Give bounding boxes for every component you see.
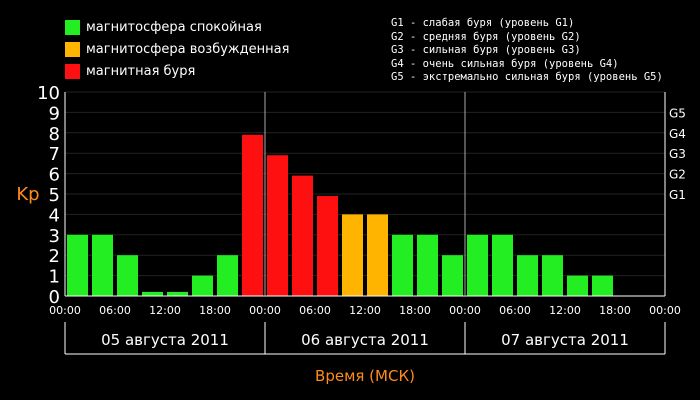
kp-bar: [417, 234, 438, 296]
storm-level-tick: G2: [669, 168, 686, 182]
storm-level-tick: G4: [669, 127, 686, 141]
day-label: 05 августа 2011: [101, 331, 229, 349]
kp-bar: [342, 214, 363, 296]
x-tick-label: 00:00: [649, 304, 681, 317]
y-tick-label: 10: [37, 83, 60, 104]
kp-bar: [192, 275, 213, 296]
legend-swatch-storm: [65, 63, 80, 79]
legend-swatch-quiet: [65, 19, 80, 35]
kp-bar: [392, 234, 413, 296]
kp-bar: [367, 214, 388, 296]
kp-bar: [67, 234, 88, 296]
storm-level-tick: G1: [669, 188, 686, 202]
storm-level-g2: G2 - средняя буря (уровень G2): [391, 30, 581, 43]
kp-bar: [117, 255, 138, 296]
kp-bar: [592, 275, 613, 296]
x-tick-label: 18:00: [199, 304, 231, 317]
x-tick-label: 06:00: [99, 304, 131, 317]
x-tick-label: 00:00: [49, 304, 81, 317]
legend-quiet: магнитосфера спокойная: [65, 16, 289, 38]
x-tick-label: 18:00: [599, 304, 631, 317]
kp-bar: [442, 255, 463, 296]
storm-level-g1: G1 - слабая буря (уровень G1): [391, 17, 575, 29]
storm-level-g5: G5 - экстремально сильная буря (уровень …: [391, 71, 663, 83]
x-axis-title: Время (МСК): [315, 367, 415, 385]
kp-bar: [267, 155, 288, 296]
storm-level-g4: G4 - очень сильная буря (уровень G4): [391, 57, 619, 70]
legend-label: магнитная буря: [86, 63, 196, 79]
y-tick-label: 9: [49, 103, 60, 124]
storm-level-legend: G1 - слабая буря (уровень G1) G2 - средн…: [391, 17, 663, 85]
y-axis-title: Kp: [16, 184, 39, 205]
kp-bar: [292, 175, 313, 296]
y-tick-label: 0: [49, 287, 60, 308]
y-tick-label: 1: [49, 267, 60, 288]
y-tick-label: 4: [49, 205, 60, 226]
legend-active: магнитосфера возбужденная: [65, 38, 289, 60]
kp-bar: [492, 234, 513, 296]
x-tick-label: 12:00: [349, 304, 381, 317]
kp-bar: [517, 255, 538, 296]
kp-bar: [567, 275, 588, 296]
legend-swatch-active: [65, 41, 80, 57]
kp-bar: [542, 255, 563, 296]
kp-legend: магнитосфера спокойная магнитосфера возб…: [65, 16, 289, 82]
x-tick-label: 00:00: [449, 304, 481, 317]
y-tick-label: 7: [49, 144, 60, 165]
kp-bar: [217, 255, 238, 296]
x-tick-label: 06:00: [499, 304, 531, 317]
storm-level-g3: G3 - сильная буря (уровень G3): [391, 44, 581, 56]
y-tick-label: 3: [49, 226, 60, 247]
storm-level-tick: G3: [669, 147, 686, 161]
kp-bar: [142, 291, 163, 296]
kp-bar: [167, 291, 188, 296]
y-tick-label: 5: [49, 185, 60, 206]
x-tick-label: 12:00: [149, 304, 181, 317]
x-tick-label: 00:00: [249, 304, 281, 317]
day-label: 06 августа 2011: [301, 331, 429, 349]
kp-bar: [317, 196, 338, 296]
x-tick-label: 18:00: [399, 304, 431, 317]
legend-label: магнитосфера возбужденная: [86, 41, 290, 57]
day-label: 07 августа 2011: [501, 331, 629, 349]
x-tick-label: 12:00: [549, 304, 581, 317]
kp-bar: [92, 234, 113, 296]
kp-bar: [467, 234, 488, 296]
y-tick-label: 8: [49, 124, 60, 145]
kp-bar: [242, 134, 263, 296]
y-tick-label: 2: [49, 246, 60, 267]
y-tick-label: 6: [49, 165, 60, 186]
legend-storm: магнитная буря: [65, 60, 289, 82]
storm-level-tick: G5: [669, 106, 686, 120]
x-tick-label: 06:00: [299, 304, 331, 317]
legend-label: магнитосфера спокойная: [86, 19, 262, 35]
